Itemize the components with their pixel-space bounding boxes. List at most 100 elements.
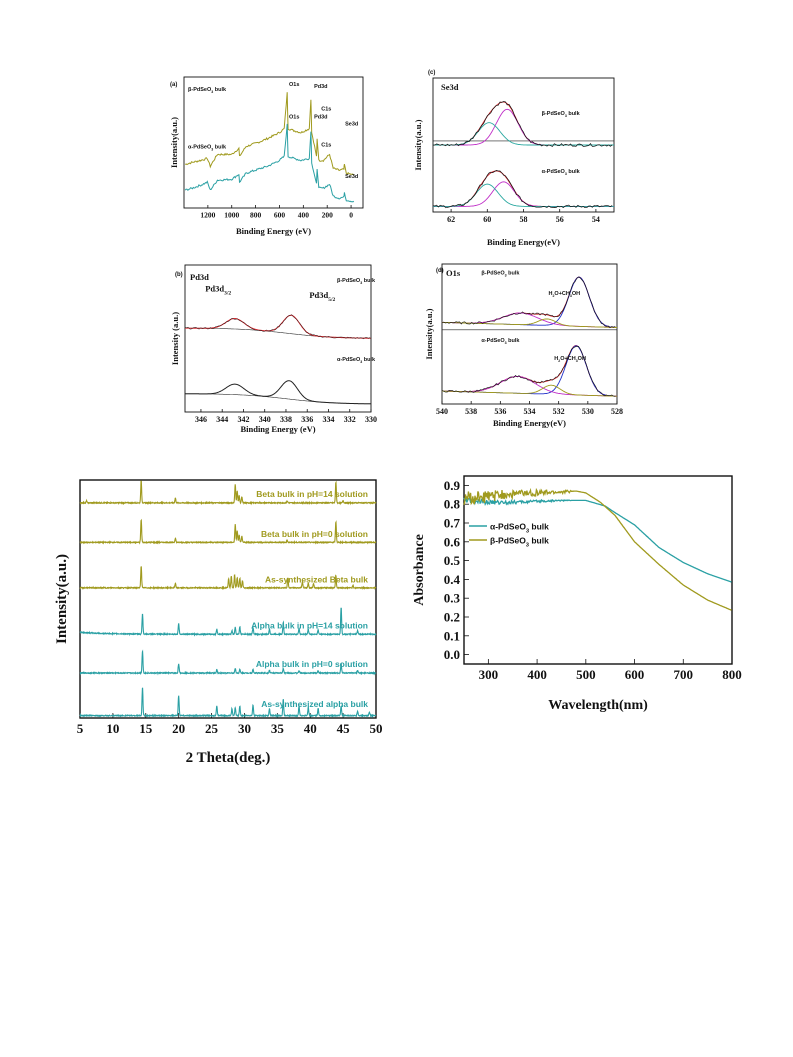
y-axis-label: Intensity(a.u.) bbox=[169, 117, 179, 168]
fit-component bbox=[441, 345, 617, 397]
x-axis-label: 2 Theta(deg.) bbox=[186, 750, 271, 766]
series-label: As-synthesized Beta bulk bbox=[265, 574, 368, 584]
x-tick-label: 532 bbox=[553, 407, 565, 416]
x-tick-label: 400 bbox=[298, 211, 310, 220]
x-tick-label: 5 bbox=[77, 721, 84, 736]
x-tick-label: 332 bbox=[344, 415, 356, 424]
x-tick-label: 58 bbox=[520, 215, 528, 224]
series-label: Alpha bulk in pH=0 solution bbox=[256, 659, 368, 669]
annotation: β-PdSeO3 bulk bbox=[188, 87, 227, 94]
x-tick-label: 528 bbox=[611, 407, 623, 416]
panel-b: 346 344 342 340 338 336 334 332 330 β-PdSeO3 bulk… bbox=[170, 264, 377, 434]
fit-component bbox=[433, 170, 614, 207]
raw-data-line bbox=[441, 276, 616, 329]
x-tick-label: 344 bbox=[216, 415, 228, 424]
xrd-pattern bbox=[79, 687, 377, 719]
x-tick-label: 800 bbox=[722, 667, 742, 682]
fit-component bbox=[433, 108, 614, 146]
x-tick-label: 1200 bbox=[200, 211, 215, 220]
series-label: β-PdSeO3 bulk bbox=[481, 270, 520, 277]
annotation: Pd3d bbox=[314, 115, 327, 121]
xrd-pattern bbox=[79, 566, 377, 591]
x-tick-label: 346 bbox=[195, 415, 207, 424]
x-axis-label: Binding Energy(eV) bbox=[493, 418, 566, 428]
panel-c: 62 60 58 56 54 β-PdSeO3 bulk α-PdSeO3 bulk (c) S… bbox=[413, 70, 615, 247]
series-label: Beta bulk in pH=0 solution bbox=[261, 529, 368, 539]
plot-frame bbox=[184, 264, 372, 413]
panel-a: 1200 1000 800 600 400 200 0 β-PdSeO3 bulk O1s Pd3… bbox=[169, 76, 364, 236]
x-tick-label: 50 bbox=[370, 721, 383, 736]
annotation: α-PdSeO3 bulk bbox=[188, 144, 227, 151]
series-line bbox=[184, 123, 355, 203]
series-label: Pd3d3/2 bbox=[205, 283, 231, 296]
x-tick-label: 536 bbox=[494, 407, 506, 416]
y-axis-label: Intensity(a.u.) bbox=[54, 554, 70, 644]
annotation: O1s bbox=[289, 115, 299, 121]
series-line bbox=[79, 607, 377, 637]
x-tick-label: 600 bbox=[274, 211, 286, 220]
y-tick-label: 0.7 bbox=[444, 516, 461, 531]
x-tick-label: 540 bbox=[436, 407, 448, 416]
series-label: β-PdSeO3 bulk bbox=[337, 278, 376, 285]
plot-frame bbox=[79, 479, 377, 719]
x-axis-label: Binding Energy(eV) bbox=[487, 237, 560, 247]
x-tick-label: 20 bbox=[172, 721, 185, 736]
xrd-pattern bbox=[79, 518, 377, 545]
x-tick-label: 30 bbox=[238, 721, 251, 736]
series-line bbox=[79, 649, 377, 676]
series-line bbox=[79, 566, 377, 591]
plot-frame bbox=[463, 475, 733, 665]
y-tick-label: 0.1 bbox=[444, 628, 460, 643]
x-axis-label: Wavelength(nm) bbox=[548, 698, 648, 713]
y-axis-label: Absorbance bbox=[412, 534, 427, 606]
x-tick-label: 538 bbox=[465, 407, 477, 416]
y-tick-label: 0.8 bbox=[444, 497, 461, 512]
x-tick-label: 336 bbox=[301, 415, 313, 424]
annotation: Se3d bbox=[345, 174, 358, 180]
x-tick-label: 62 bbox=[447, 215, 455, 224]
x-tick-label: 15 bbox=[139, 721, 153, 736]
x-axis-label: Binding Energy (eV) bbox=[240, 424, 315, 434]
raw-data-line bbox=[185, 314, 371, 340]
panel-label: (a) bbox=[170, 82, 177, 88]
fit-component bbox=[441, 384, 617, 397]
y-tick-label: 0.3 bbox=[444, 591, 461, 606]
fit-component bbox=[433, 181, 614, 207]
x-tick-label: 300 bbox=[479, 667, 499, 682]
x-tick-label: 60 bbox=[483, 215, 491, 224]
fit-component bbox=[441, 276, 618, 328]
series-label: Alpha bulk in pH=14 solution bbox=[251, 621, 368, 631]
annotation: C1s bbox=[321, 107, 331, 113]
series-label: H2O+CH3OH bbox=[548, 291, 580, 298]
legend-label: β-PdSeO3 bulk bbox=[490, 536, 549, 549]
background-line bbox=[185, 327, 371, 339]
series-label: α-PdSeO3 bulk bbox=[542, 169, 581, 176]
absorbance-series bbox=[463, 495, 732, 583]
y-axis-label: Intensity(a.u.) bbox=[413, 119, 423, 170]
x-tick-label: 530 bbox=[582, 407, 594, 416]
x-tick-label: 500 bbox=[576, 667, 596, 682]
annotation: O1s bbox=[289, 82, 299, 88]
y-tick-label: 0.9 bbox=[444, 478, 461, 493]
x-tick-label: 45 bbox=[337, 721, 351, 736]
x-tick-label: 334 bbox=[322, 415, 334, 424]
x-tick-label: 35 bbox=[271, 721, 285, 736]
x-tick-label: 25 bbox=[205, 721, 219, 736]
x-tick-label: 340 bbox=[259, 415, 271, 424]
panel-uvvis: 300 400 500 600 700 800 0.0 0.1 0.2 0.3 0.4 0.5 0.6 0… bbox=[412, 475, 742, 713]
x-tick-label: 400 bbox=[527, 667, 547, 682]
panel-title: Se3d bbox=[441, 82, 459, 92]
series-line bbox=[185, 380, 371, 405]
y-tick-label: 0.6 bbox=[444, 534, 461, 549]
series-line bbox=[79, 480, 377, 506]
raw-data-line bbox=[432, 101, 613, 147]
series-label: α-PdSeO3 bulk bbox=[481, 338, 520, 345]
y-tick-label: 0.4 bbox=[444, 572, 461, 587]
series-line bbox=[79, 518, 377, 545]
series-label: α-PdSeO3 bulk bbox=[337, 357, 376, 364]
panel-title: O1s bbox=[446, 268, 461, 278]
series-label: Pd3d5/2 bbox=[309, 290, 335, 303]
panel-title: Pd3d bbox=[190, 272, 209, 282]
annotation: C1s bbox=[321, 142, 331, 148]
